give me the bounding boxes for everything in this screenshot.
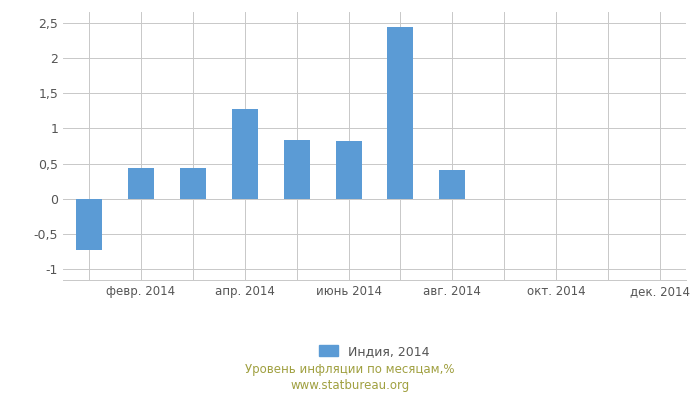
Bar — [76, 199, 102, 250]
Bar — [388, 27, 414, 199]
Legend: Индия, 2014: Индия, 2014 — [314, 340, 435, 363]
Bar — [335, 141, 361, 199]
Text: Уровень инфляции по месяцам,%: Уровень инфляции по месяцам,% — [245, 364, 455, 376]
Bar — [128, 168, 154, 199]
Text: www.statbureau.org: www.statbureau.org — [290, 380, 410, 392]
Bar — [284, 140, 309, 199]
Bar — [440, 170, 466, 199]
Bar — [232, 109, 258, 199]
Bar — [180, 168, 206, 199]
